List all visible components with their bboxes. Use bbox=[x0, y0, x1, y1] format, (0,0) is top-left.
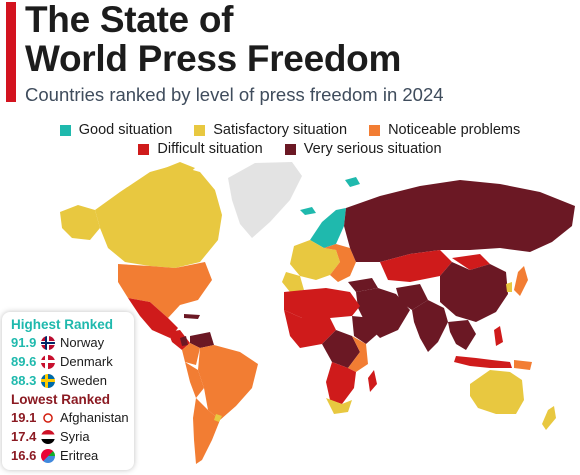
turkey-region bbox=[348, 278, 378, 292]
svalbard-region bbox=[345, 177, 360, 187]
indonesia-region bbox=[454, 356, 512, 368]
central-africa-region bbox=[322, 330, 360, 368]
country-name: Afghanistan bbox=[60, 410, 129, 425]
lowest-row-syria: 17.4 Syria bbox=[11, 429, 90, 444]
greenland-region bbox=[228, 162, 302, 238]
title-accent-bar bbox=[6, 2, 16, 102]
papua-region bbox=[514, 360, 532, 370]
legend-item-satisfactory: Satisfactory situation bbox=[194, 122, 347, 138]
southern-cone-region bbox=[193, 398, 220, 464]
western-europe-region bbox=[290, 240, 340, 280]
title-line-2: World Press Freedom bbox=[25, 38, 402, 79]
country-name: Norway bbox=[60, 335, 105, 350]
denmark-flag-icon bbox=[41, 354, 55, 369]
china-region bbox=[440, 262, 508, 322]
venezuela-region bbox=[190, 332, 214, 348]
philippines-region bbox=[494, 326, 503, 346]
arctic-islands-region bbox=[160, 162, 195, 178]
country-name: Sweden bbox=[60, 373, 107, 388]
legend-label: Satisfactory situation bbox=[213, 122, 348, 138]
sweden-flag-icon bbox=[41, 373, 55, 388]
score-value: 19.1 bbox=[11, 410, 37, 425]
central-asia-region bbox=[380, 250, 452, 282]
mongolia-region bbox=[452, 254, 490, 270]
legend-item-good: Good situation bbox=[59, 122, 173, 138]
title-line-1: The State of bbox=[25, 0, 234, 40]
madagascar-region bbox=[368, 370, 377, 392]
afghanistan-flag-icon bbox=[41, 410, 55, 425]
lowest-row-afghanistan: 19.1 Afghanistan bbox=[11, 410, 129, 425]
good-swatch-icon bbox=[59, 124, 71, 136]
korea-region bbox=[506, 282, 512, 292]
ranking-panel: Highest Ranked 91.9 Norway 89.6 Denmark … bbox=[2, 312, 134, 470]
highest-row-denmark: 89.6 Denmark bbox=[11, 354, 113, 369]
usa-region bbox=[118, 262, 212, 318]
iceland-region bbox=[300, 207, 316, 215]
score-value: 17.4 bbox=[11, 429, 37, 444]
east-africa-region bbox=[348, 336, 368, 372]
brazil-region bbox=[198, 345, 258, 420]
lowest-row-eritrea: 16.6 Eritrea bbox=[11, 448, 98, 463]
legend-row-2: Difficult situation Very serious situati… bbox=[0, 141, 580, 157]
eastern-europe-region bbox=[324, 244, 356, 282]
score-value: 91.9 bbox=[11, 335, 37, 350]
norway-flag-icon bbox=[41, 335, 55, 350]
iberia-region bbox=[282, 272, 304, 292]
southern-africa-region bbox=[326, 362, 356, 404]
syria-flag-icon bbox=[41, 429, 55, 444]
legend-item-difficult: Difficult situation bbox=[138, 141, 263, 157]
iran-afghanistan-region bbox=[396, 284, 428, 310]
japan-region bbox=[514, 266, 528, 296]
very-serious-swatch-icon bbox=[284, 143, 296, 155]
highest-row-sweden: 88.3 Sweden bbox=[11, 373, 107, 388]
new-zealand-region bbox=[542, 406, 556, 430]
country-name: Denmark bbox=[60, 354, 113, 369]
country-name: Eritrea bbox=[60, 448, 99, 463]
mexico-region bbox=[128, 298, 178, 338]
legend-label: Difficult situation bbox=[157, 141, 263, 157]
alaska-region bbox=[60, 205, 100, 240]
horn-of-africa-region bbox=[352, 316, 382, 344]
australia-region bbox=[470, 370, 524, 414]
colombia-region bbox=[182, 343, 200, 365]
scandinavia-region bbox=[310, 208, 346, 248]
southeast-asia-region bbox=[448, 320, 476, 350]
noticeable-swatch-icon bbox=[369, 124, 381, 136]
difficult-swatch-icon bbox=[138, 143, 150, 155]
nicaragua-region bbox=[180, 336, 188, 346]
world-map bbox=[60, 162, 575, 464]
legend-item-noticeable: Noticeable problems bbox=[369, 122, 520, 138]
score-value: 16.6 bbox=[11, 448, 37, 463]
legend-label: Good situation bbox=[78, 122, 173, 138]
eritrea-flag-icon bbox=[41, 448, 55, 463]
legend-row-1: Good situation Satisfactory situation No… bbox=[0, 122, 580, 138]
andean-region bbox=[185, 362, 204, 398]
highest-row-norway: 91.9 Norway bbox=[11, 335, 104, 350]
cuba-region bbox=[184, 314, 200, 319]
score-value: 88.3 bbox=[11, 373, 37, 388]
score-value: 89.6 bbox=[11, 354, 37, 369]
lowest-ranked-heading: Lowest Ranked bbox=[11, 392, 111, 407]
highest-ranked-heading: Highest Ranked bbox=[11, 317, 114, 332]
north-africa-region bbox=[284, 288, 360, 318]
legend-item-very-serious: Very serious situation bbox=[284, 141, 442, 157]
canada-region bbox=[95, 165, 222, 268]
south-africa-region bbox=[326, 398, 352, 414]
india-region bbox=[412, 300, 448, 352]
legend-label: Very serious situation bbox=[303, 141, 442, 157]
country-name: Syria bbox=[60, 429, 90, 444]
west-africa-region bbox=[284, 310, 336, 348]
subtitle: Countries ranked by level of press freed… bbox=[25, 84, 444, 105]
uruguay-region bbox=[214, 414, 222, 422]
legend-label: Noticeable problems bbox=[388, 122, 521, 138]
satisfactory-swatch-icon bbox=[194, 124, 206, 136]
russia-region bbox=[344, 180, 575, 262]
page-title: The State of World Press Freedom bbox=[25, 0, 401, 78]
